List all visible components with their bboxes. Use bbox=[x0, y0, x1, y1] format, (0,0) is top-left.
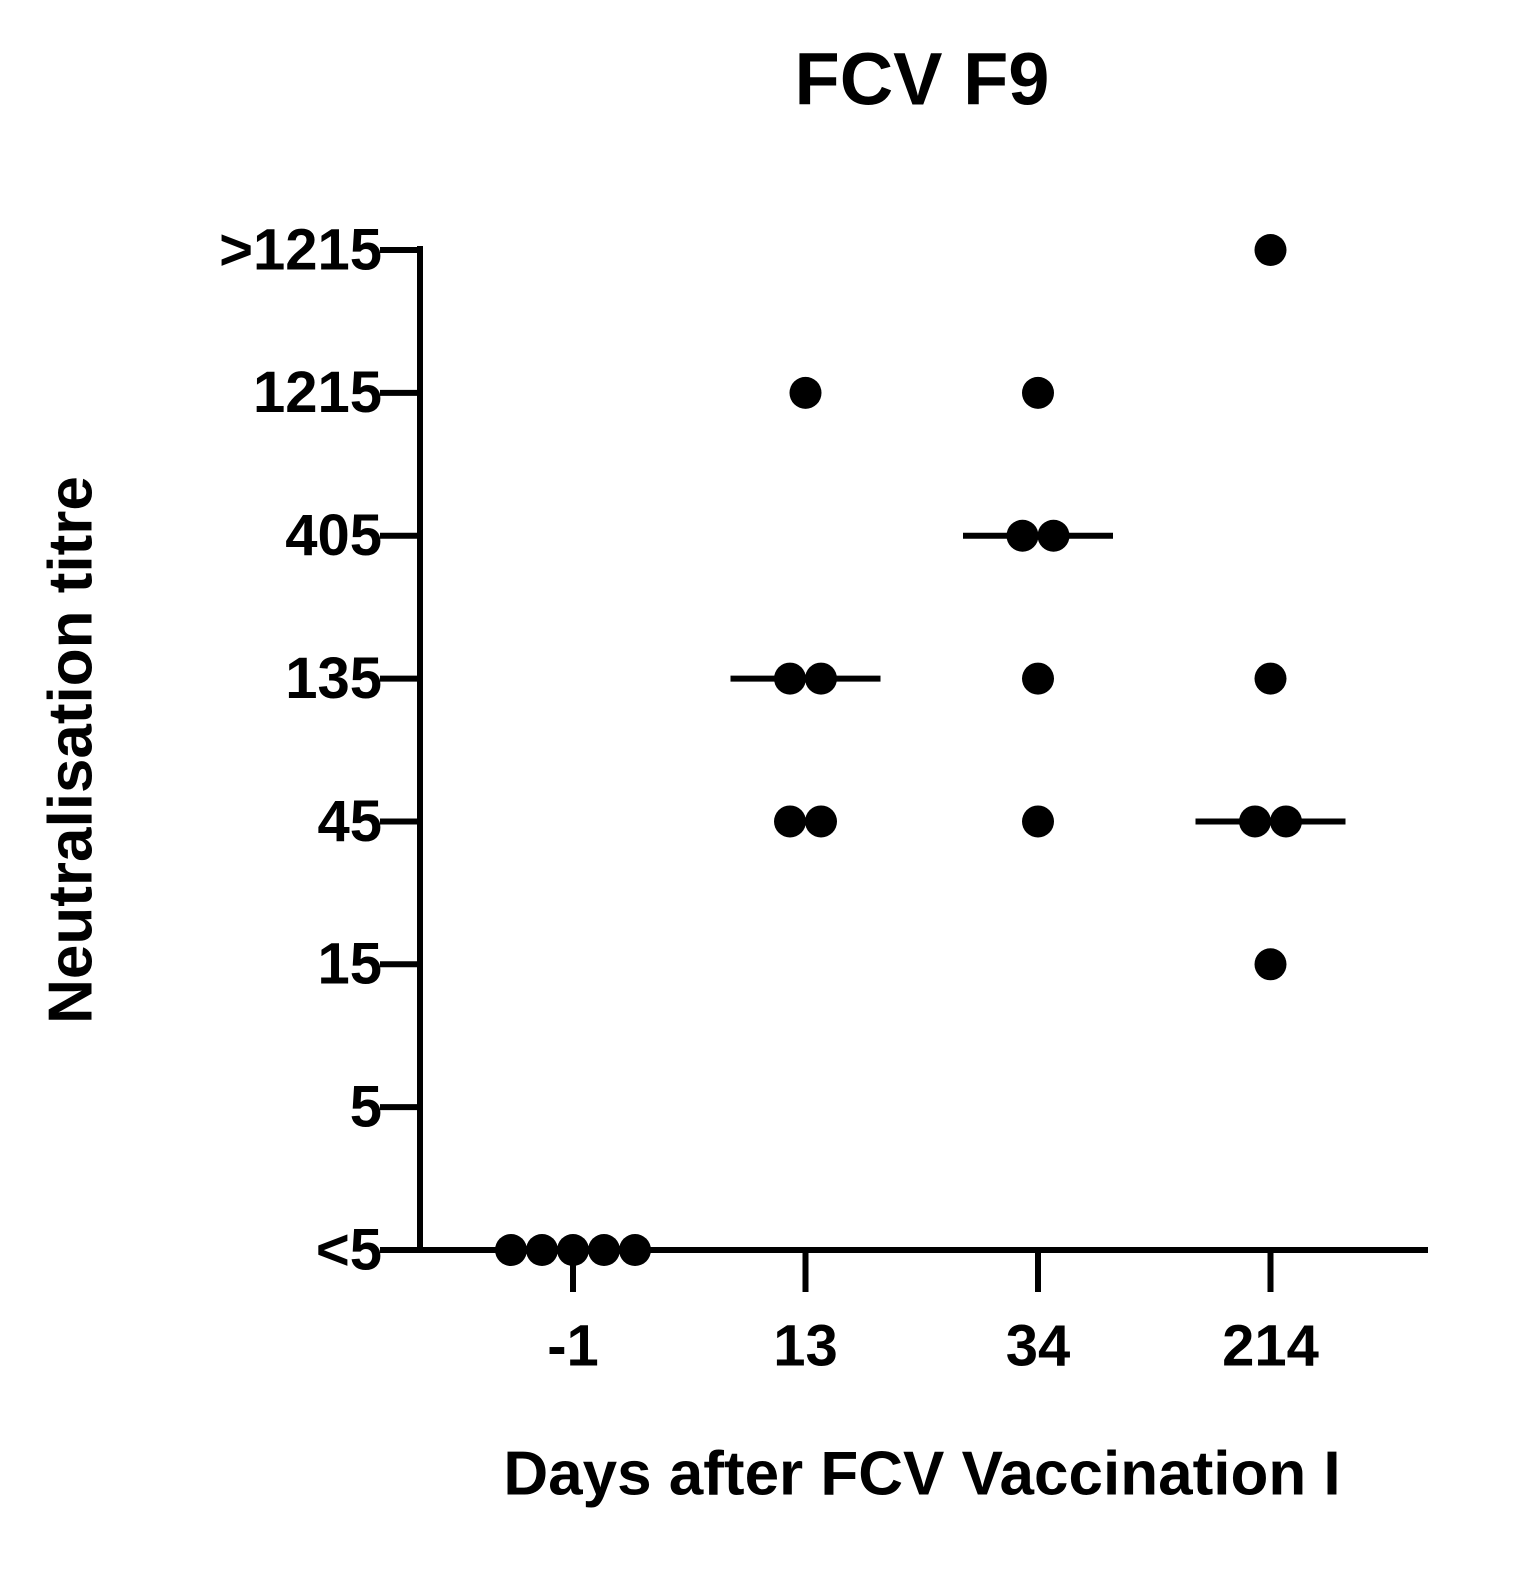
data-point bbox=[1254, 948, 1287, 981]
data-point bbox=[557, 1234, 589, 1266]
x-tick-label: -1 bbox=[547, 1313, 599, 1378]
y-tick-label: >1215 bbox=[219, 217, 382, 282]
chart-title: FCV F9 bbox=[795, 38, 1050, 121]
data-point bbox=[495, 1234, 527, 1266]
data-point bbox=[1239, 805, 1271, 838]
y-tick-label: 15 bbox=[317, 932, 382, 997]
data-point bbox=[1022, 376, 1054, 409]
x-axis-label: Days after FCV Vaccination I bbox=[503, 1439, 1340, 1508]
y-tick-label: 45 bbox=[317, 789, 382, 854]
data-point bbox=[1022, 805, 1054, 838]
data-point bbox=[805, 805, 837, 838]
data-point bbox=[789, 376, 822, 409]
data-point bbox=[588, 1234, 620, 1266]
y-tick-label: <5 bbox=[316, 1217, 382, 1282]
x-tick-label: 214 bbox=[1222, 1313, 1319, 1378]
data-point bbox=[1006, 519, 1039, 552]
y-tick-label: 1215 bbox=[253, 360, 382, 425]
data-point bbox=[805, 662, 837, 695]
data-point bbox=[1037, 519, 1070, 552]
data-point bbox=[619, 1234, 651, 1266]
data-point bbox=[1270, 805, 1302, 838]
data-point bbox=[1022, 662, 1054, 695]
y-axis-label: Neutralisation titre bbox=[36, 476, 105, 1024]
data-point bbox=[1254, 234, 1287, 266]
y-tick-label: 5 bbox=[350, 1074, 382, 1139]
y-tick-label: 135 bbox=[285, 646, 382, 711]
data-point bbox=[774, 805, 806, 838]
x-tick-label: 13 bbox=[773, 1313, 838, 1378]
data-point bbox=[774, 662, 806, 695]
data-point bbox=[1254, 662, 1287, 695]
x-tick-label: 34 bbox=[1006, 1313, 1071, 1378]
y-tick-label: 405 bbox=[285, 503, 382, 568]
data-point bbox=[526, 1234, 558, 1266]
